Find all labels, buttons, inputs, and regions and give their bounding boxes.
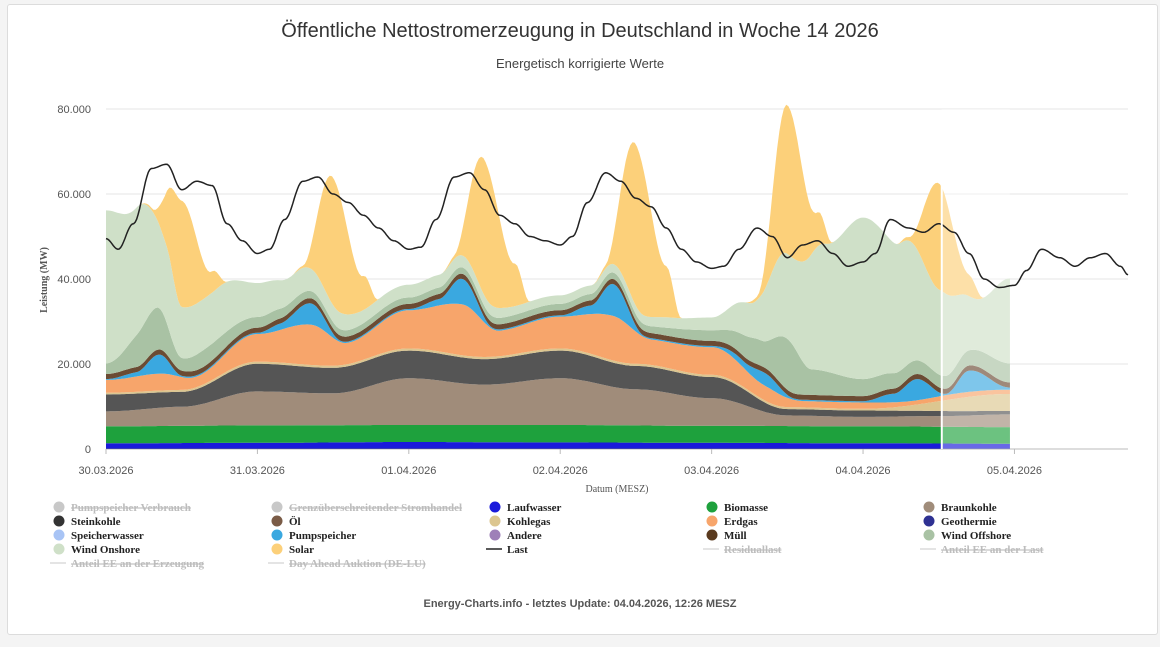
legend-symbol <box>923 501 935 513</box>
legend-item-m-ll[interactable]: Müll <box>706 529 747 543</box>
legend-item-pumpspeicher-verbrauch[interactable]: Pumpspeicher Verbrauch <box>53 501 191 515</box>
legend-item-pumpspeicher[interactable]: Pumpspeicher <box>271 529 357 543</box>
legend-symbol <box>271 529 283 541</box>
legend-symbol <box>53 529 65 541</box>
footer-credit: Energy-Charts.info - letztes Update: 04.… <box>423 598 737 610</box>
x-tick-label: 31.03.2026 <box>230 465 285 477</box>
legend-label: Day Ahead Auktion (DE-LU) <box>289 558 426 570</box>
area-braunkohle <box>106 378 1010 428</box>
x-axis-label: Datum (MESZ) <box>585 484 648 495</box>
legend-symbol <box>489 515 501 527</box>
x-tick-label: 30.03.2026 <box>78 465 133 477</box>
line-last <box>105 163 1129 289</box>
legend-label: Pumpspeicher Verbrauch <box>71 502 191 514</box>
x-tick-label: 01.04.2026 <box>381 465 436 477</box>
area-geothermie <box>106 448 1010 449</box>
legend-symbol <box>271 501 283 513</box>
legend-symbol <box>271 543 283 555</box>
legend-item-day-ahead-auktion-de-lu-[interactable]: Day Ahead Auktion (DE-LU) <box>268 558 426 570</box>
legend-item-andere[interactable]: Andere <box>489 529 542 543</box>
legend-symbol <box>489 501 501 513</box>
legend-item-steinkohle[interactable]: Steinkohle <box>53 515 121 529</box>
legend-label: Andere <box>507 530 542 542</box>
legend-label: Wind Offshore <box>941 530 1011 542</box>
area-wind-onshore <box>106 204 1010 380</box>
area-erdgas <box>106 303 1010 409</box>
legend-label: Anteil EE an der Last <box>941 544 1044 556</box>
legend-label: Speicherwasser <box>71 530 144 542</box>
x-tick-label: 05.04.2026 <box>987 465 1042 477</box>
legend-item-biomasse[interactable]: Biomasse <box>706 501 769 515</box>
legend-item-anteil-ee-an-der-erzeugung[interactable]: Anteil EE an der Erzeugung <box>50 558 205 570</box>
forecast-overlay <box>941 109 1010 449</box>
legend-label: Erdgas <box>724 516 758 528</box>
legend-label: Laufwasser <box>507 502 562 514</box>
x-tick-label: 03.04.2026 <box>684 465 739 477</box>
y-axis-label: Leistung (MW) <box>39 247 50 313</box>
legend-symbol <box>271 515 283 527</box>
legend-label: Kohlegas <box>507 516 551 528</box>
x-axis-ticks: 30.03.2026 31.03.2026 01.04.2026 02.04.2026… <box>78 449 1042 477</box>
legend-label: Residuallast <box>724 544 782 556</box>
legend-item-speicherwasser[interactable]: Speicherwasser <box>53 529 144 543</box>
area-biomasse <box>106 425 1010 444</box>
area-wind-offshore <box>106 267 1010 397</box>
legend-symbol <box>53 501 65 513</box>
legend-label: Steinkohle <box>71 516 121 528</box>
y-tick-label: 80.000 <box>57 104 91 116</box>
legend-label: Geothermie <box>941 516 997 528</box>
legend-symbol <box>706 529 718 541</box>
y-tick-label: 20.000 <box>57 359 91 371</box>
legend-symbol <box>489 529 501 541</box>
legend-item-wind-onshore[interactable]: Wind Onshore <box>53 543 141 557</box>
legend-label: Öl <box>289 515 301 528</box>
legend-item-grenz-berschreitender-stromhandel[interactable]: Grenzüberschreitender Stromhandel <box>271 501 463 515</box>
legend-item-residuallast[interactable]: Residuallast <box>703 544 782 556</box>
area-kohlegas <box>106 348 1010 412</box>
y-axis-ticks: 0 20.000 40.000 60.000 80.000 <box>57 104 91 456</box>
legend-label: Wind Onshore <box>71 544 140 556</box>
chart-title: Öffentliche Nettostromerzeugung in Deuts… <box>281 20 879 42</box>
area-laufwasser <box>106 442 1010 449</box>
legend-item--l[interactable]: Öl <box>271 515 301 528</box>
legend-label: Braunkohle <box>941 502 997 514</box>
legend-label: Biomasse <box>724 502 768 514</box>
legend-item-erdgas[interactable]: Erdgas <box>706 515 759 529</box>
legend-label: Pumpspeicher <box>289 530 356 542</box>
y-tick-label: 60.000 <box>57 189 91 201</box>
chart-subtitle: Energetisch korrigierte Werte <box>495 56 665 71</box>
legend-item-solar[interactable]: Solar <box>271 543 315 557</box>
legend-label: Solar <box>289 544 314 556</box>
legend-symbol <box>923 529 935 541</box>
legend-item-braunkohle[interactable]: Braunkohle <box>923 501 997 515</box>
legend-symbol <box>706 515 718 527</box>
stacked-areas <box>106 104 1010 449</box>
x-tick-label: 04.04.2026 <box>836 465 891 477</box>
legend-symbol <box>923 515 935 527</box>
legend-item-geothermie[interactable]: Geothermie <box>923 515 997 529</box>
legend-item-laufwasser[interactable]: Laufwasser <box>489 501 562 515</box>
x-tick-label: 02.04.2026 <box>533 465 588 477</box>
legend-symbol <box>53 515 65 527</box>
legend-label: Grenzüberschreitender Stromhandel <box>289 502 462 514</box>
legend-item-anteil-ee-an-der-last[interactable]: Anteil EE an der Last <box>920 544 1044 556</box>
load-lines <box>105 163 1129 289</box>
area-pumpspeicher <box>106 278 1010 403</box>
legend-label: Last <box>507 544 528 556</box>
area-steinkohle <box>106 350 1010 417</box>
legend-symbol <box>706 501 718 513</box>
legend-item-wind-offshore[interactable]: Wind Offshore <box>923 529 1012 543</box>
legend-label: Anteil EE an der Erzeugung <box>71 558 205 570</box>
legend-item-last[interactable]: Last <box>486 544 528 556</box>
area-solar <box>106 104 1010 319</box>
legend: Pumpspeicher Verbrauch Grenzüberschreiten… <box>50 501 1044 570</box>
y-tick-label: 40.000 <box>57 274 91 286</box>
legend-label: Müll <box>724 530 747 542</box>
chart-svg: 0 20.000 40.000 60.000 80.000 30.03.2026 31.0… <box>39 104 1129 570</box>
legend-item-kohlegas[interactable]: Kohlegas <box>489 515 552 529</box>
y-tick-label: 0 <box>85 444 91 456</box>
legend-symbol <box>53 543 65 555</box>
